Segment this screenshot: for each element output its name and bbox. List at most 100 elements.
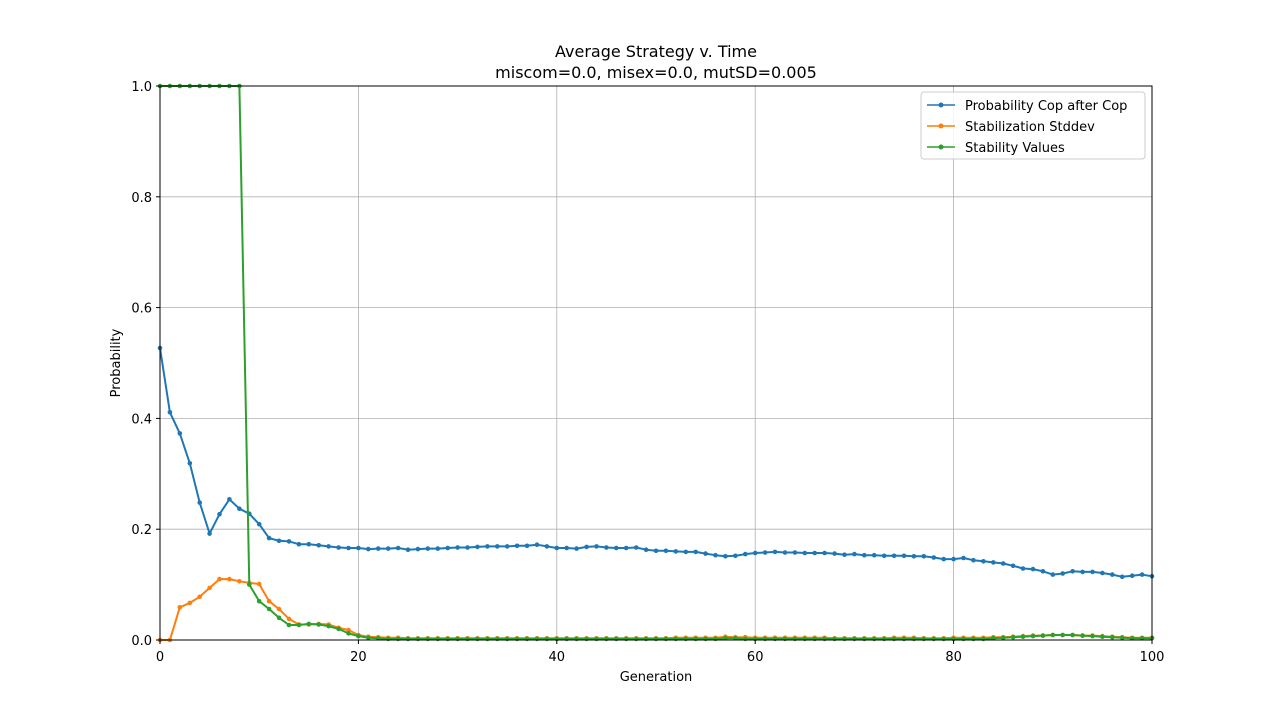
y-tick-label: 1.0 xyxy=(131,80,152,95)
y-tick-label: 0.2 xyxy=(131,523,152,538)
data-point xyxy=(574,636,579,642)
y-tick-label: 0.0 xyxy=(131,634,152,649)
data-point xyxy=(266,535,272,541)
data-point xyxy=(604,636,609,642)
data-point xyxy=(594,544,599,549)
data-point xyxy=(713,552,718,558)
data-point xyxy=(743,551,748,557)
data-point xyxy=(792,550,798,555)
data-point xyxy=(981,559,986,564)
data-point xyxy=(614,545,619,551)
data-point xyxy=(633,636,639,642)
data-point xyxy=(366,546,371,552)
data-point xyxy=(197,594,202,600)
y-tick-label: 0.4 xyxy=(131,412,152,427)
data-point xyxy=(584,636,589,642)
data-point xyxy=(594,636,599,642)
data-point xyxy=(683,636,689,642)
data-point xyxy=(951,556,956,562)
data-point xyxy=(1100,570,1105,576)
plot-frame xyxy=(159,85,1153,641)
data-point xyxy=(405,636,411,642)
data-point xyxy=(1129,573,1135,578)
data-point xyxy=(1139,572,1145,577)
data-point xyxy=(723,554,728,559)
data-point xyxy=(1119,635,1125,641)
data-point xyxy=(167,410,173,415)
data-point xyxy=(1100,634,1105,639)
data-point xyxy=(663,548,669,554)
data-point xyxy=(266,598,272,604)
data-point xyxy=(961,555,966,561)
data-point xyxy=(217,511,222,517)
data-point xyxy=(514,636,520,642)
data-point xyxy=(931,555,937,560)
data-point xyxy=(1010,634,1016,640)
data-point xyxy=(703,636,708,642)
data-point xyxy=(455,636,460,642)
data-point xyxy=(1040,633,1046,638)
data-point xyxy=(1129,636,1135,641)
data-point xyxy=(911,636,917,642)
data-point xyxy=(425,546,431,551)
data-point xyxy=(504,544,510,549)
data-point xyxy=(623,636,629,642)
data-point xyxy=(822,636,827,642)
data-point xyxy=(326,544,331,549)
data-point xyxy=(415,636,421,642)
data-point xyxy=(286,539,292,544)
data-point xyxy=(584,544,589,550)
data-point xyxy=(514,543,520,549)
data-point xyxy=(931,636,937,642)
data-point xyxy=(981,636,986,642)
data-point xyxy=(673,636,679,642)
data-point xyxy=(1080,633,1085,638)
data-point xyxy=(1040,569,1046,574)
data-point xyxy=(395,545,401,551)
data-point xyxy=(901,553,907,559)
legend-label-cop: Probability Cop after Cop xyxy=(965,99,1127,114)
data-point xyxy=(1060,632,1065,638)
data-point xyxy=(187,461,193,466)
data-point xyxy=(296,541,302,547)
data-point xyxy=(1139,636,1145,641)
data-point xyxy=(504,636,510,642)
data-point xyxy=(445,545,451,551)
data-point xyxy=(822,550,827,556)
data-point xyxy=(891,553,897,559)
data-point xyxy=(961,636,966,642)
data-point xyxy=(524,636,530,642)
data-point xyxy=(1080,569,1085,575)
data-point xyxy=(1010,563,1016,569)
data-point xyxy=(564,636,569,642)
y-tick-label: 0.6 xyxy=(131,302,152,317)
data-point xyxy=(495,636,500,642)
data-point xyxy=(247,582,252,587)
data-point xyxy=(871,636,877,642)
legend-marker-stability xyxy=(938,144,944,150)
data-point xyxy=(653,636,659,642)
data-point xyxy=(336,545,341,550)
data-point xyxy=(266,606,272,612)
data-point xyxy=(941,556,946,562)
data-point xyxy=(971,636,976,642)
data-point xyxy=(217,576,222,582)
data-point xyxy=(207,585,212,591)
data-point xyxy=(425,636,431,642)
data-series xyxy=(157,83,1155,643)
data-point xyxy=(623,545,629,551)
data-point xyxy=(1050,632,1056,638)
data-point xyxy=(1110,634,1115,640)
data-point xyxy=(812,550,817,556)
data-point xyxy=(445,636,451,642)
data-point xyxy=(1030,566,1036,572)
data-point xyxy=(544,636,550,642)
data-point xyxy=(693,636,698,642)
data-point xyxy=(852,636,857,642)
data-point xyxy=(1070,569,1075,574)
data-point xyxy=(405,547,411,552)
data-point xyxy=(544,544,550,549)
data-point xyxy=(752,550,758,556)
data-point xyxy=(792,636,798,642)
data-point xyxy=(1030,633,1036,639)
